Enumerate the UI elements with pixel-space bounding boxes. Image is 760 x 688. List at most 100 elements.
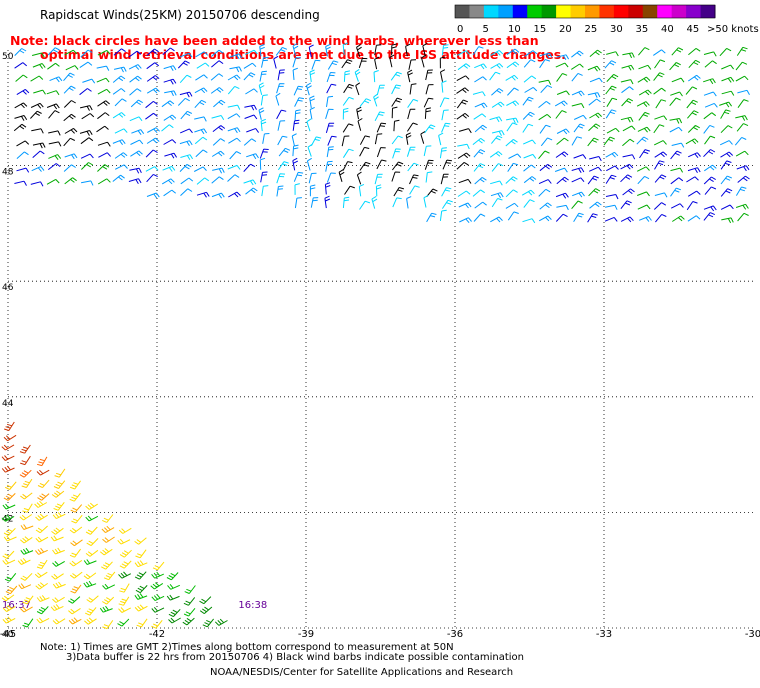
- wind-barb: [458, 202, 472, 209]
- wind-barb: [260, 94, 268, 106]
- wind-barb: [179, 91, 193, 98]
- credit-line: NOAA/NESDIS/Center for Satellite Applica…: [210, 667, 514, 678]
- wind-barb: [63, 113, 76, 122]
- wind-barb: [408, 59, 417, 70]
- wind-barb: [393, 187, 405, 197]
- wind-barb: [391, 84, 401, 95]
- wind-barb: [604, 60, 617, 69]
- wind-barb: [342, 107, 349, 120]
- wind-barb: [704, 186, 717, 195]
- wind-barb: [539, 202, 552, 210]
- wind-barb: [258, 82, 265, 96]
- wind-barb: [325, 43, 331, 57]
- wind-barb: [134, 604, 148, 612]
- y-tick-label: 40: [2, 630, 14, 640]
- wind-barb: [53, 501, 65, 511]
- wind-barb: [114, 152, 128, 159]
- wind-barb: [490, 216, 503, 223]
- wind-barb: [407, 98, 419, 108]
- wind-barb: [244, 104, 257, 111]
- wind-barb: [167, 583, 181, 590]
- footnote-line-2: 3)Data buffer is 22 hrs from 20150706 4)…: [66, 652, 524, 663]
- wind-barb: [112, 88, 126, 95]
- legend-swatch: [483, 5, 499, 18]
- wind-barb: [112, 75, 126, 83]
- wind-barb: [118, 607, 132, 613]
- wind-barb: [2, 616, 16, 624]
- legend-swatch: [686, 5, 702, 18]
- wind-barb: [2, 550, 15, 559]
- wind-barb: [86, 538, 99, 547]
- wind-barb: [65, 65, 79, 71]
- wind-barb: [620, 216, 634, 223]
- wind-barb: [50, 604, 64, 612]
- wind-barb: [146, 87, 160, 94]
- wind-barb: [32, 150, 45, 158]
- wind-barb: [573, 154, 587, 159]
- wind-barb: [342, 42, 348, 55]
- wind-barb: [112, 112, 126, 119]
- wind-barb: [555, 110, 567, 119]
- wind-barb: [212, 138, 226, 146]
- wind-barb: [20, 455, 31, 466]
- wind-barb: [687, 215, 701, 222]
- wind-barb: [638, 111, 650, 121]
- wind-barb: [556, 128, 570, 135]
- wind-barb: [35, 547, 48, 555]
- wind-barb: [342, 196, 350, 209]
- wind-barb: [31, 52, 45, 58]
- legend-frame: [454, 4, 716, 19]
- wind-barb: [491, 130, 505, 136]
- wind-barb: [151, 594, 165, 602]
- wind-barb: [603, 136, 615, 146]
- wind-barb: [326, 95, 334, 107]
- wind-barb: [278, 147, 291, 157]
- wind-barb: [210, 73, 224, 81]
- wind-barb: [276, 185, 284, 197]
- wind-barb: [621, 86, 634, 94]
- wind-barb: [670, 91, 683, 97]
- wind-barb: [441, 44, 449, 56]
- wind-barb: [459, 217, 472, 224]
- wind-barb: [523, 176, 537, 184]
- wind-barb: [2, 604, 16, 613]
- wind-barb: [474, 176, 487, 185]
- wind-barb: [47, 47, 60, 56]
- wind-barb: [211, 150, 225, 157]
- wind-barb: [180, 177, 194, 185]
- wind-barb: [161, 178, 175, 185]
- wind-barb: [114, 128, 128, 134]
- wind-barb: [524, 86, 538, 93]
- wind-barb: [152, 561, 165, 571]
- wind-barb: [474, 124, 487, 133]
- wind-barb: [326, 72, 336, 83]
- wind-barb: [306, 82, 312, 96]
- wind-barb: [489, 116, 503, 123]
- wind-barb: [491, 135, 503, 144]
- wind-barb: [342, 161, 353, 171]
- wind-barb: [589, 112, 602, 119]
- wind-barb: [48, 141, 62, 147]
- wind-barb: [406, 122, 418, 132]
- wind-barb: [491, 88, 504, 96]
- wind-barb: [473, 113, 487, 120]
- wind-barb: [620, 163, 634, 170]
- wind-barb: [423, 145, 432, 157]
- wind-barb: [113, 66, 127, 73]
- wind-barb: [97, 49, 111, 56]
- wind-barb: [97, 164, 110, 172]
- wind-barb: [357, 118, 363, 131]
- wind-barb: [195, 51, 209, 58]
- wind-barb: [409, 185, 420, 195]
- wind-barb: [136, 618, 148, 628]
- wind-barb: [506, 122, 518, 132]
- wind-barb: [52, 581, 66, 589]
- wind-barb: [573, 212, 584, 222]
- wind-barb: [573, 114, 587, 120]
- wind-barb: [424, 107, 431, 119]
- wind-barb: [703, 78, 716, 85]
- wind-barb: [622, 188, 635, 196]
- wind-barb: [22, 618, 34, 628]
- wind-barb: [79, 61, 93, 69]
- wind-barb: [196, 177, 210, 185]
